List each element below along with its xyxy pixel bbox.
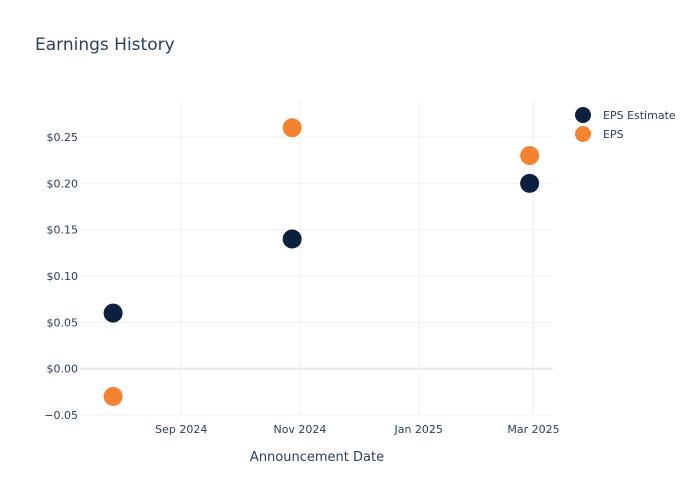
x-axis-title: Announcement Date bbox=[250, 450, 384, 465]
y-tick-label: $0.20 bbox=[47, 177, 79, 190]
x-tick-label: Nov 2024 bbox=[273, 423, 326, 436]
legend-marker bbox=[575, 126, 591, 142]
eps-estimate-point[interactable] bbox=[282, 229, 302, 249]
y-tick-label: $0.25 bbox=[47, 131, 79, 144]
y-tick-label: $0.15 bbox=[47, 224, 79, 237]
legend-label: EPS bbox=[603, 128, 624, 141]
eps-point[interactable] bbox=[282, 118, 302, 138]
eps-point[interactable] bbox=[103, 386, 123, 406]
y-tick-label: $0.05 bbox=[47, 316, 79, 329]
eps-estimate-point[interactable] bbox=[520, 173, 540, 193]
x-tick-label: Jan 2025 bbox=[393, 423, 442, 436]
y-tick-label: −0.05 bbox=[44, 409, 78, 422]
y-tick-label: $0.00 bbox=[47, 363, 79, 376]
grid-layer bbox=[80, 100, 553, 416]
eps-point[interactable] bbox=[520, 146, 540, 166]
eps-estimate-point[interactable] bbox=[103, 303, 123, 323]
points-layer bbox=[103, 118, 540, 406]
x-tick-label: Sep 2024 bbox=[155, 423, 207, 436]
legend-item[interactable]: EPS bbox=[575, 126, 624, 142]
legend-item[interactable]: EPS Estimate bbox=[575, 107, 676, 123]
tick-layer: −0.05 $0.00 $0.05 $0.10 $0.15 $0.20 $0.25 Sep 2… bbox=[44, 131, 559, 436]
x-tick-label: Mar 2025 bbox=[507, 423, 559, 436]
y-tick-label: $0.10 bbox=[47, 270, 79, 283]
chart-title: Earnings History bbox=[35, 35, 175, 55]
legend-marker bbox=[575, 107, 591, 123]
legend-label: EPS Estimate bbox=[603, 109, 676, 122]
legend[interactable]: EPS Estimate EPS bbox=[575, 107, 676, 142]
